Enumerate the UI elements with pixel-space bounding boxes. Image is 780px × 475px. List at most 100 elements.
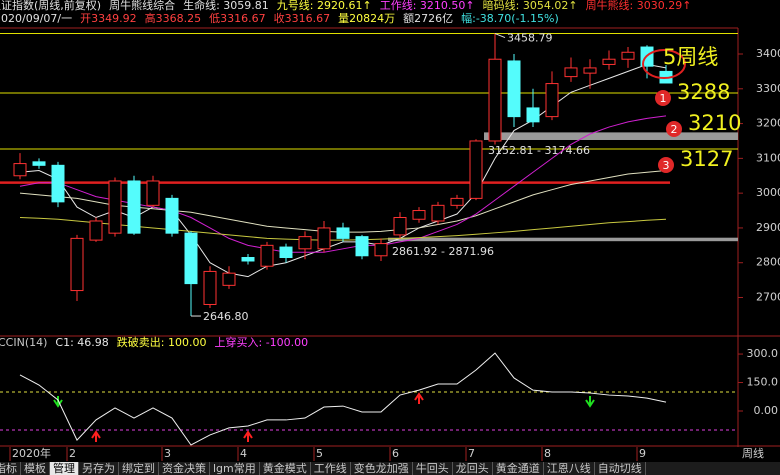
indicator-legend: CCIN(14) C1: 46.98 跌破卖出: 100.00 上穿买入: -100.… — [0, 335, 308, 349]
header-item: 九号线: 2920.61↑ — [277, 0, 372, 12]
header-item: 额2726亿 — [403, 12, 453, 25]
candle-body — [279, 246, 293, 259]
low-label: 2646.80 — [203, 310, 249, 323]
y-tick-label: 300.0 — [747, 347, 779, 360]
candle-body — [564, 67, 578, 78]
candle-body — [13, 163, 27, 177]
header-item: 上证指数(周线,前复权) — [0, 0, 101, 12]
callout-text: 3288 — [677, 80, 730, 104]
callout-badge — [666, 121, 682, 137]
candle-body — [431, 204, 445, 222]
zone — [484, 132, 738, 140]
legend-item: CCIN(14) — [0, 336, 47, 349]
x-tick-label: 8 — [544, 447, 551, 460]
callout-text: 3127 — [680, 147, 733, 171]
candle-body — [545, 83, 559, 118]
y-tick-label: 3300 — [756, 82, 780, 95]
chart: 3152.81 - 3174.66 2861.92 - 2871.96 3458.7… — [0, 0, 780, 462]
header-item: 量20824万 — [338, 12, 395, 25]
header-item: 幅:-38.70(-1.15%) — [461, 12, 559, 25]
candle-body — [70, 237, 84, 292]
header-item: 2020/09/07/一 — [0, 12, 72, 25]
x-tick-label: 9 — [639, 447, 646, 460]
legend-item: 上穿买入: -100.00 — [215, 335, 309, 349]
zone-label: 2861.92 - 2871.96 — [392, 245, 494, 258]
header-item: 低3316.67 — [209, 12, 266, 25]
buy-arrow — [414, 392, 424, 404]
highlight-ring — [642, 49, 686, 79]
candle-body — [203, 270, 217, 305]
legend-item: C1: 46.98 — [55, 336, 108, 349]
candle-body — [241, 257, 255, 262]
candle-body — [51, 164, 65, 203]
tab[interactable]: 指标 — [0, 462, 21, 475]
candle-body — [222, 272, 236, 286]
zone — [388, 237, 738, 242]
x-tick-label: 2020年 — [12, 446, 51, 460]
high-pointer — [494, 33, 506, 39]
candle-body — [146, 180, 160, 206]
tab[interactable]: 牛回头 — [413, 462, 453, 475]
candle-body — [412, 210, 426, 220]
tab[interactable]: 绑定到 — [119, 462, 159, 475]
tab[interactable]: 管理 — [50, 462, 79, 475]
tab[interactable]: 模板 — [21, 462, 50, 475]
header-item: 周牛熊线综合 — [109, 0, 175, 12]
main-panel: 3152.81 - 3174.66 2861.92 - 2871.96 3458.7… — [0, 32, 738, 323]
candle-body — [469, 140, 483, 199]
header-item: 收3316.67 — [274, 11, 331, 25]
callout-badge — [655, 90, 671, 106]
tab[interactable]: 黄金模式 — [260, 462, 311, 475]
x-tick-label: 7 — [468, 447, 475, 460]
y-tick-label: 0.00 — [754, 404, 779, 417]
x-tick-label: 2 — [69, 447, 76, 460]
tab[interactable]: 龙回头 — [453, 462, 493, 475]
candle-body — [317, 227, 331, 250]
tab[interactable]: 黄金通道 — [493, 462, 544, 475]
candle-body — [108, 180, 122, 234]
candle-body — [526, 107, 540, 123]
y-tick-label: 3400 — [756, 47, 780, 60]
y-tick-label: 3200 — [756, 117, 780, 130]
buy-arrow — [91, 430, 101, 442]
header-item: 生命线: 3059.81 — [183, 0, 269, 12]
candle-body — [602, 58, 616, 65]
candle-body — [621, 51, 635, 60]
candle-body — [583, 67, 597, 74]
header-item: 开3349.92 — [80, 12, 137, 25]
header-item: 高3368.25 — [145, 11, 202, 25]
candle-body — [184, 232, 198, 285]
candle-body — [298, 236, 312, 250]
zone-label: 3152.81 - 3174.66 — [488, 144, 590, 157]
tab[interactable]: 江恩八线 — [544, 462, 595, 475]
candle-body — [89, 220, 103, 241]
x-tick-label: 5 — [316, 447, 323, 460]
x-tick-label: 3 — [164, 447, 171, 460]
legend-item: 跌破卖出: 100.00 — [117, 335, 207, 349]
tab[interactable]: 资金决策 — [159, 462, 210, 475]
callout-text: 5周线 — [663, 45, 718, 69]
candle-body — [355, 236, 369, 257]
candle-body — [260, 244, 274, 267]
callout-text: 3210 — [688, 111, 741, 135]
candle-body — [127, 180, 141, 234]
candle-body — [374, 243, 388, 257]
header-item: 周牛熊线: 3030.29↑ — [586, 0, 692, 12]
callout-number: 2 — [671, 123, 678, 136]
tab[interactable]: lgm常用 — [210, 462, 260, 475]
tab-bar: 指标 模板 管理 另存为 绑定到 资金决策 lgm常用 黄金模式 工作线 变色龙加强 牛回头 龙回头黄… — [0, 462, 780, 475]
header-item: 工作线: 3210.50↑ — [380, 0, 475, 12]
period-label: 周线 — [742, 446, 764, 460]
y-tick-label: 150.0 — [747, 376, 779, 389]
candle-body — [450, 197, 464, 206]
tab[interactable]: 另存为 — [79, 462, 119, 475]
candle-body — [507, 60, 521, 118]
candle-body — [393, 217, 407, 236]
x-tick-label: 6 — [392, 447, 399, 460]
header-row: 2020/09/07/一 开3349.92 高3368.25 低3316.67 收331… — [0, 11, 559, 25]
tab[interactable]: 变色龙加强 — [351, 462, 413, 475]
candle-body — [336, 227, 350, 239]
tab[interactable]: 自动切线 — [595, 462, 646, 475]
tab[interactable]: 工作线 — [311, 462, 351, 475]
